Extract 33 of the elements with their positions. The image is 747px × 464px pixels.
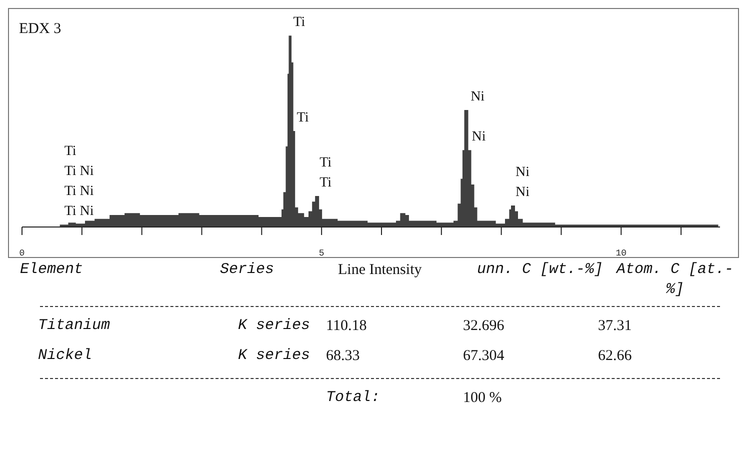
- annotation: Ni: [516, 185, 530, 200]
- x-tick-label: 10: [616, 248, 627, 258]
- x-tick-label: 0: [19, 248, 25, 258]
- text: K series: [238, 346, 310, 366]
- text: 37.31: [598, 317, 632, 336]
- annotation: Ni: [516, 165, 530, 180]
- annotation: Ti: [320, 175, 332, 190]
- annotation: Ti: [296, 110, 309, 126]
- text: Element: [20, 260, 84, 280]
- annotation: Ti: [64, 144, 76, 160]
- text: 68.33: [326, 347, 360, 366]
- annotation: Ti: [293, 15, 306, 30]
- annotation: Ni: [470, 90, 485, 105]
- text: unn. C [wt.-%]: [476, 260, 604, 280]
- text: 32.696: [463, 317, 504, 336]
- text: 67.304: [463, 347, 504, 366]
- text: Atom. C [at.-%]: [614, 260, 735, 300]
- chart-title: EDX 3: [19, 21, 62, 38]
- text: 100 %: [463, 389, 502, 408]
- text: Series: [220, 260, 274, 280]
- text: Nickel: [38, 346, 92, 366]
- text: K series: [238, 316, 310, 336]
- annotation: Ti Ni: [64, 164, 94, 180]
- annotation: Ti: [320, 155, 332, 170]
- annotation: Ni: [472, 130, 486, 145]
- text: 62.66: [598, 347, 632, 366]
- text: 110.18: [326, 317, 367, 336]
- annotation: Ti Ni: [64, 204, 94, 220]
- text: Total:: [326, 388, 380, 408]
- x-tick-label: 5: [318, 248, 324, 258]
- annotation: Ti Ni: [64, 184, 94, 200]
- text: Titanium: [38, 316, 110, 336]
- text: Line Intensity: [338, 261, 422, 280]
